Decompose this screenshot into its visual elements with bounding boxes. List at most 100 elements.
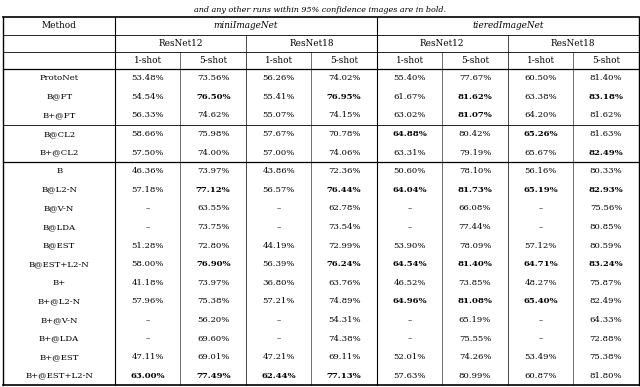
Text: ResNet12: ResNet12: [420, 39, 465, 48]
Text: B+@L2-N: B+@L2-N: [38, 297, 81, 305]
Text: –: –: [538, 204, 543, 212]
Text: 43.86%: 43.86%: [262, 167, 295, 175]
Text: 81.08%: 81.08%: [458, 297, 493, 305]
Text: tieredImageNet: tieredImageNet: [472, 22, 543, 31]
Text: 55.41%: 55.41%: [262, 93, 295, 101]
Text: 64.54%: 64.54%: [392, 260, 427, 268]
Text: 56.39%: 56.39%: [262, 260, 295, 268]
Text: 56.20%: 56.20%: [197, 316, 229, 324]
Text: 57.00%: 57.00%: [262, 149, 295, 157]
Text: 77.67%: 77.67%: [459, 74, 492, 82]
Text: 72.80%: 72.80%: [197, 241, 230, 250]
Text: B+@EST+L2-N: B+@EST+L2-N: [25, 372, 93, 380]
Text: B+@FT: B+@FT: [42, 111, 76, 120]
Text: 81.80%: 81.80%: [589, 372, 622, 380]
Text: 1-shot: 1-shot: [265, 56, 292, 65]
Text: 53.48%: 53.48%: [131, 74, 164, 82]
Text: 60.50%: 60.50%: [524, 74, 557, 82]
Text: 80.33%: 80.33%: [589, 167, 622, 175]
Text: 77.49%: 77.49%: [196, 372, 230, 380]
Text: 74.89%: 74.89%: [328, 297, 360, 305]
Text: 77.44%: 77.44%: [459, 223, 492, 231]
Text: 74.26%: 74.26%: [459, 353, 492, 361]
Text: 60.87%: 60.87%: [524, 372, 557, 380]
Text: 57.63%: 57.63%: [394, 372, 426, 380]
Text: 74.06%: 74.06%: [328, 149, 360, 157]
Text: 65.40%: 65.40%: [524, 297, 558, 305]
Text: –: –: [276, 335, 281, 342]
Text: ProtoNet: ProtoNet: [40, 74, 79, 82]
Text: 76.95%: 76.95%: [327, 93, 362, 101]
Text: 75.55%: 75.55%: [459, 335, 492, 342]
Text: 64.71%: 64.71%: [523, 260, 558, 268]
Text: 74.62%: 74.62%: [197, 111, 230, 120]
Text: 48.27%: 48.27%: [524, 279, 557, 287]
Text: ResNet12: ResNet12: [158, 39, 203, 48]
Text: B@FT: B@FT: [46, 93, 72, 101]
Text: 1-shot: 1-shot: [527, 56, 554, 65]
Text: 64.33%: 64.33%: [589, 316, 622, 324]
Text: 74.02%: 74.02%: [328, 74, 360, 82]
Text: 5-shot: 5-shot: [461, 56, 489, 65]
Text: B@EST: B@EST: [43, 241, 76, 250]
Text: 56.16%: 56.16%: [524, 167, 557, 175]
Text: 62.44%: 62.44%: [261, 372, 296, 380]
Text: B+@EST: B+@EST: [40, 353, 79, 361]
Text: 76.90%: 76.90%: [196, 260, 230, 268]
Text: 57.96%: 57.96%: [132, 297, 164, 305]
Text: 63.02%: 63.02%: [394, 111, 426, 120]
Text: 63.31%: 63.31%: [394, 149, 426, 157]
Text: 64.96%: 64.96%: [392, 297, 427, 305]
Text: 73.97%: 73.97%: [197, 279, 230, 287]
Text: 54.31%: 54.31%: [328, 316, 360, 324]
Text: 75.98%: 75.98%: [197, 130, 230, 138]
Text: –: –: [276, 204, 281, 212]
Text: B@V-N: B@V-N: [44, 204, 74, 212]
Text: B@CL2: B@CL2: [43, 130, 75, 138]
Text: 75.38%: 75.38%: [197, 297, 230, 305]
Text: 62.78%: 62.78%: [328, 204, 360, 212]
Text: 75.56%: 75.56%: [590, 204, 622, 212]
Text: 65.26%: 65.26%: [524, 130, 558, 138]
Text: 80.99%: 80.99%: [459, 372, 492, 380]
Text: 61.67%: 61.67%: [394, 93, 426, 101]
Text: 66.08%: 66.08%: [459, 204, 492, 212]
Text: B+: B+: [52, 279, 66, 287]
Text: B+@V-N: B+@V-N: [40, 316, 78, 324]
Text: 36.80%: 36.80%: [262, 279, 295, 287]
Text: ResNet18: ResNet18: [551, 39, 595, 48]
Text: 70.78%: 70.78%: [328, 130, 360, 138]
Text: –: –: [408, 335, 412, 342]
Text: B@L2-N: B@L2-N: [41, 186, 77, 194]
Text: Method: Method: [42, 22, 77, 31]
Text: 83.18%: 83.18%: [589, 93, 623, 101]
Text: 73.54%: 73.54%: [328, 223, 360, 231]
Text: 74.38%: 74.38%: [328, 335, 360, 342]
Text: 81.40%: 81.40%: [458, 260, 493, 268]
Text: 53.90%: 53.90%: [394, 241, 426, 250]
Text: 64.88%: 64.88%: [392, 130, 427, 138]
Text: B: B: [56, 167, 62, 175]
Text: miniImageNet: miniImageNet: [214, 22, 278, 31]
Text: 51.28%: 51.28%: [131, 241, 164, 250]
Text: 65.19%: 65.19%: [523, 186, 558, 194]
Text: 83.24%: 83.24%: [589, 260, 623, 268]
Text: 80.85%: 80.85%: [589, 223, 622, 231]
Text: –: –: [146, 316, 150, 324]
Text: 47.11%: 47.11%: [131, 353, 164, 361]
Text: 81.62%: 81.62%: [589, 111, 622, 120]
Text: B@EST+L2-N: B@EST+L2-N: [29, 260, 90, 268]
Text: 56.33%: 56.33%: [131, 111, 164, 120]
Text: 1-shot: 1-shot: [396, 56, 424, 65]
Text: 46.52%: 46.52%: [394, 279, 426, 287]
Text: 56.57%: 56.57%: [262, 186, 295, 194]
Text: 72.88%: 72.88%: [589, 335, 622, 342]
Text: 81.63%: 81.63%: [589, 130, 622, 138]
Text: 65.67%: 65.67%: [524, 149, 557, 157]
Text: 73.97%: 73.97%: [197, 167, 230, 175]
Text: –: –: [538, 316, 543, 324]
Text: 44.19%: 44.19%: [262, 241, 295, 250]
Text: 47.21%: 47.21%: [262, 353, 295, 361]
Text: 81.40%: 81.40%: [589, 74, 622, 82]
Text: –: –: [408, 316, 412, 324]
